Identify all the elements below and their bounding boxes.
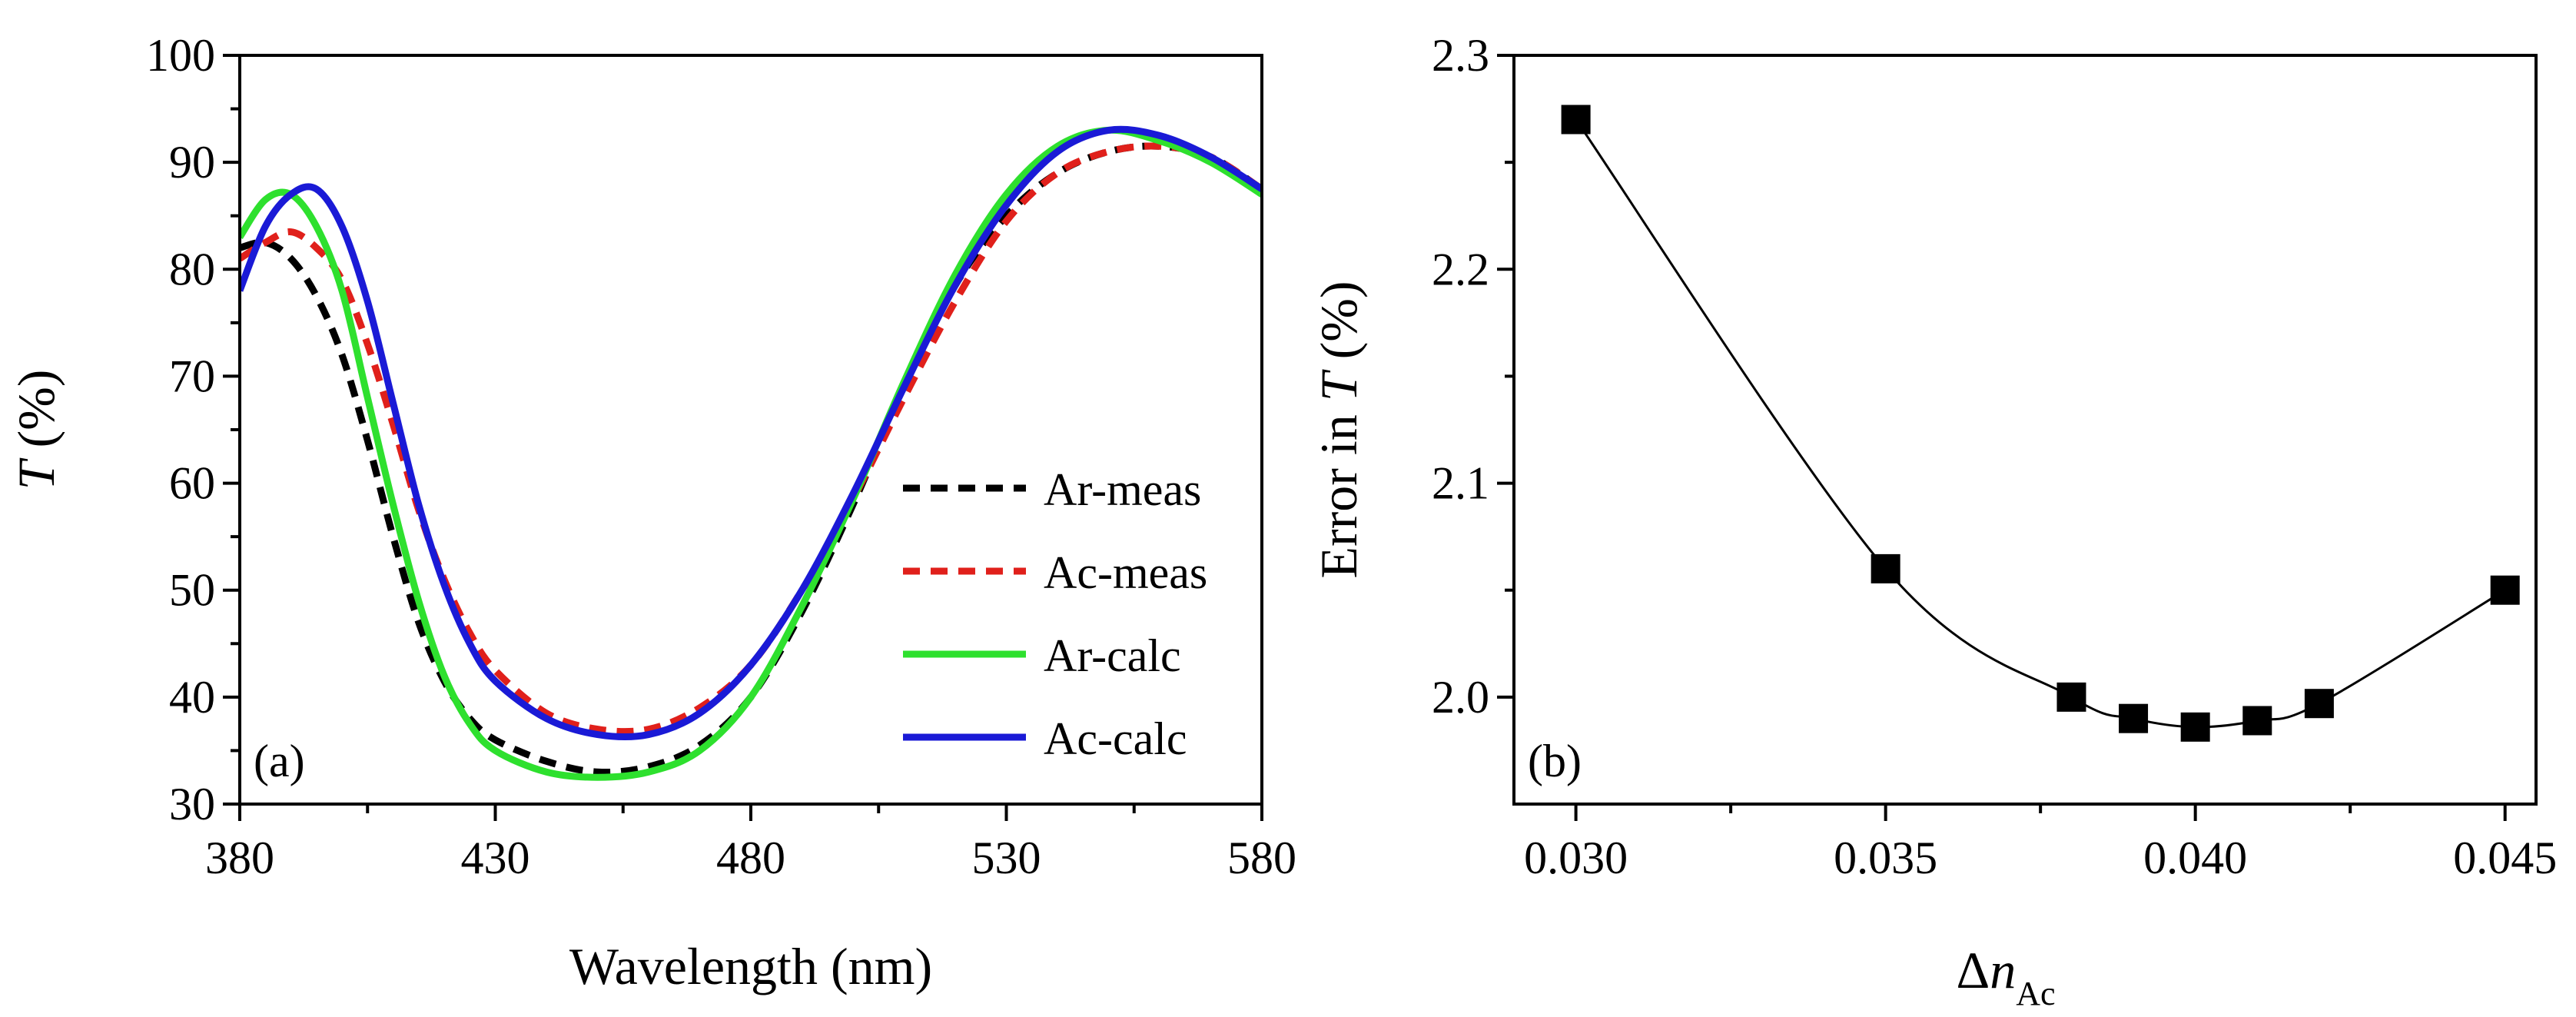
chart-b-ylabel: Error in T (%): [1310, 281, 1368, 578]
series-line-ac-meas: [240, 142, 1262, 736]
y-tick-label: 80: [169, 244, 215, 294]
y-tick-label: 40: [169, 672, 215, 723]
chart-a-xlabel: Wavelength (nm): [569, 937, 932, 995]
x-tick-label: 0.045: [2453, 833, 2557, 883]
y-tick-label: 2.1: [1432, 458, 1489, 509]
y-tick-label: 90: [169, 137, 215, 188]
chart-b-series: [1561, 105, 2520, 742]
series-line-ar-calc: [240, 126, 1262, 781]
chart-a-ticks: 380 430 480 530 580 30 40 50 60 70 80 90 100: [146, 30, 1296, 883]
chart-a-panel-label: (a): [254, 736, 305, 786]
x-tick-label: 530: [972, 833, 1041, 883]
chart-b-xlabel: ΔnAc: [1956, 941, 2055, 1012]
data-point-marker: [1871, 553, 1900, 583]
x-tick-label: 380: [205, 833, 274, 883]
x-tick-label: 430: [461, 833, 530, 883]
x-tick-label: 0.040: [2143, 833, 2247, 883]
data-point-marker: [2119, 703, 2149, 733]
data-point-marker: [2180, 712, 2210, 742]
y-tick-label: 60: [169, 458, 215, 509]
fit-curve: [1575, 118, 2506, 729]
chart-a-ylabel: T (%): [7, 370, 65, 490]
x-tick-label: 0.030: [1524, 833, 1628, 883]
y-tick-label: 2.3: [1432, 30, 1489, 81]
data-point-marker: [2490, 575, 2520, 605]
y-tick-label: 30: [169, 779, 215, 829]
y-tick-label: 50: [169, 565, 215, 616]
y-tick-label: 2.0: [1432, 672, 1489, 723]
chart-b-frame: [1512, 54, 2538, 806]
legend-label-ar-calc: Ar-calc: [1044, 630, 1181, 681]
x-tick-label: 580: [1227, 833, 1296, 883]
chart-a: 380 430 480 530 580 30 40 50 60 70 80 90 100 Ar-meas…: [7, 30, 1296, 995]
x-tick-label: 0.035: [1834, 833, 1937, 883]
chart-b-panel-label: (b): [1528, 736, 1582, 786]
data-point-marker: [2304, 689, 2334, 719]
chart-a-series: [240, 125, 1262, 781]
chart-b-ticks: 0.030 0.035 0.040 0.045 2.0 2.1 2.2 2.3: [1432, 30, 2557, 883]
legend-label-ar-meas: Ar-meas: [1044, 464, 1201, 515]
series-line-ac-calc: [240, 125, 1262, 741]
y-tick-label: 100: [146, 30, 215, 81]
legend-label-ac-meas: Ac-meas: [1044, 547, 1207, 598]
y-tick-label: 2.2: [1432, 244, 1489, 294]
y-tick-label: 70: [169, 351, 215, 401]
legend-label-ac-calc: Ac-calc: [1044, 713, 1187, 764]
data-point-marker: [2242, 706, 2272, 736]
data-point-marker: [1561, 105, 1591, 135]
data-point-marker: [2056, 682, 2086, 712]
chart-b: 0.030 0.035 0.040 0.045 2.0 2.1 2.2 2.3 (b) ΔnA…: [1310, 30, 2557, 1012]
chart-a-legend: Ar-meas Ac-meas Ar-calc Ac-calc: [903, 464, 1207, 764]
x-tick-label: 480: [716, 833, 785, 883]
series-line-ar-meas: [240, 142, 1262, 776]
